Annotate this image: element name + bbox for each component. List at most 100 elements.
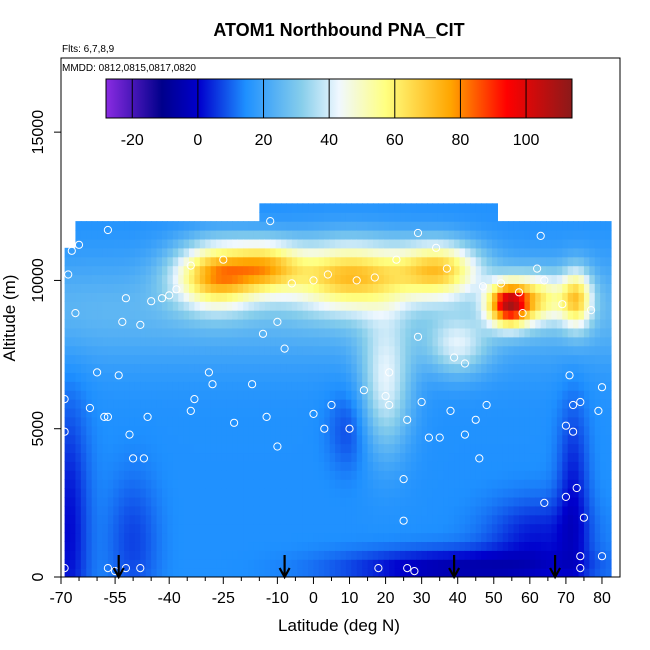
heatmap-cell [567, 452, 574, 462]
heatmap-cell [259, 479, 266, 489]
heatmap-cell [562, 399, 569, 409]
heatmap-cell [302, 550, 309, 560]
heatmap-cell [124, 283, 131, 293]
heatmap-cell [427, 238, 434, 249]
heatmap-cell [432, 532, 439, 543]
heatmap-cell [226, 283, 233, 293]
heatmap-cell [318, 470, 325, 480]
heatmap-cell [378, 256, 385, 267]
heatmap-cell [394, 479, 401, 489]
heatmap-cell [189, 470, 196, 480]
heatmap-cell [161, 274, 168, 284]
heatmap-cell [589, 541, 596, 551]
heatmap-cell [318, 390, 325, 400]
heatmap-cell [324, 470, 331, 480]
heatmap-cell [605, 461, 612, 471]
heatmap-cell [562, 265, 569, 276]
heatmap-cell [351, 550, 358, 560]
heatmap-cell [329, 559, 336, 569]
heatmap-cell [275, 372, 282, 382]
heatmap-cell [264, 443, 271, 454]
heatmap-cell [297, 301, 304, 311]
heatmap-cell [70, 416, 77, 427]
heatmap-cell [508, 568, 515, 577]
heatmap-cell [237, 256, 244, 267]
heatmap-cell [535, 283, 542, 293]
heatmap-cell [172, 363, 179, 373]
heatmap-cell [318, 363, 325, 373]
heatmap-cell [253, 416, 260, 427]
heatmap-cell [535, 407, 542, 418]
heatmap-cell [578, 550, 585, 560]
heatmap-cell [605, 301, 612, 311]
heatmap-cell [275, 354, 282, 365]
heatmap-cell [297, 470, 304, 480]
heatmap-cell [329, 283, 336, 293]
heatmap-cell [264, 488, 271, 498]
heatmap-cell [340, 345, 347, 356]
heatmap-cell [454, 434, 461, 445]
heatmap-cell [491, 514, 498, 525]
heatmap-cell [578, 283, 585, 293]
heatmap-cell [64, 310, 71, 320]
heatmap-cell [275, 336, 282, 347]
heatmap-cell [189, 443, 196, 454]
heatmap-cell [410, 523, 417, 534]
heatmap-cell [226, 221, 233, 231]
heatmap-cell [421, 310, 428, 320]
heatmap-cell [519, 425, 526, 436]
heatmap-cell [75, 230, 82, 240]
heatmap-cell [86, 523, 93, 534]
heatmap-cell [459, 274, 466, 284]
heatmap-cell [210, 345, 217, 356]
heatmap-cell [75, 434, 82, 445]
heatmap-cell [210, 381, 217, 391]
heatmap-cell [156, 532, 163, 543]
heatmap-cell [129, 443, 136, 454]
heatmap-cell [513, 488, 520, 498]
heatmap-cell [546, 372, 553, 382]
heatmap-cell [97, 301, 104, 311]
heatmap-cell [324, 256, 331, 267]
heatmap-cell [513, 514, 520, 525]
heatmap-cell [129, 238, 136, 249]
heatmap-cell [513, 416, 520, 427]
heatmap-cell [253, 470, 260, 480]
heatmap-cell [291, 221, 298, 231]
heatmap-cell [107, 559, 114, 569]
heatmap-cell [356, 292, 363, 302]
heatmap-cell [286, 532, 293, 543]
heatmap-cell [102, 559, 109, 569]
heatmap-cell [151, 265, 158, 276]
heatmap-cell [113, 470, 120, 480]
heatmap-cell [589, 479, 596, 489]
heatmap-cell [416, 327, 423, 338]
heatmap-cell [178, 363, 185, 373]
heatmap-cell [221, 568, 228, 577]
heatmap-cell [410, 407, 417, 418]
heatmap-cell [556, 505, 563, 516]
heatmap-cell [378, 265, 385, 276]
heatmap-cell [232, 283, 239, 293]
heatmap-cell [70, 327, 77, 338]
heatmap-cell [199, 514, 206, 525]
heatmap-cell [383, 372, 390, 382]
heatmap-cell [367, 496, 374, 507]
heatmap-cell [443, 488, 450, 498]
heatmap-cell [189, 514, 196, 525]
heatmap-cell [556, 479, 563, 489]
heatmap-cell [237, 301, 244, 311]
heatmap-cell [118, 283, 125, 293]
heatmap-cell [529, 470, 536, 480]
heatmap-cell [448, 416, 455, 427]
heatmap-cell [156, 425, 163, 436]
heatmap-cell [167, 310, 174, 320]
heatmap-cell [405, 363, 412, 373]
heatmap-cell [378, 496, 385, 507]
heatmap-cell [562, 443, 569, 454]
heatmap-cell [405, 327, 412, 338]
heatmap-cell [145, 274, 152, 284]
heatmap-cell [540, 541, 547, 551]
heatmap-cell [454, 407, 461, 418]
heatmap-cell [405, 238, 412, 249]
